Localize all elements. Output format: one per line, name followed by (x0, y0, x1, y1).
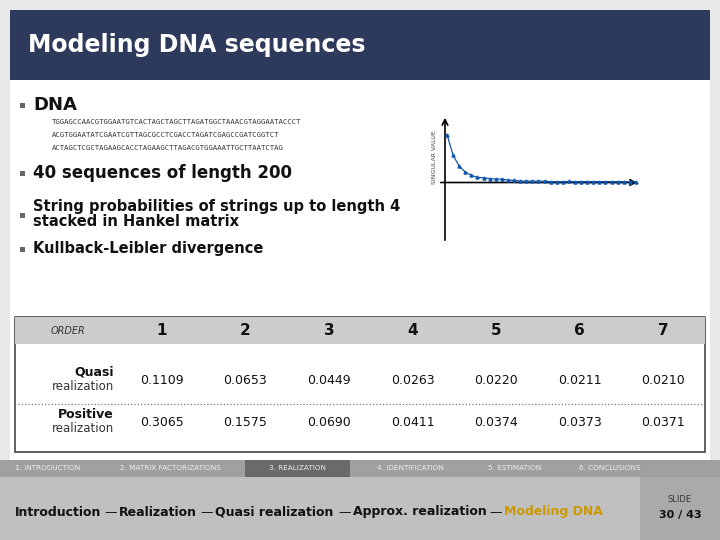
Text: 2: 2 (240, 323, 251, 338)
Text: ORDER: ORDER (50, 326, 85, 335)
Text: Quasi: Quasi (74, 366, 114, 379)
Bar (10, 10, 710, 80)
Text: 5: 5 (491, 323, 501, 338)
Text: 30 / 43: 30 / 43 (659, 510, 701, 520)
Text: 0.0211: 0.0211 (558, 374, 601, 387)
Text: 0.0371: 0.0371 (642, 415, 685, 429)
Text: 6: 6 (575, 323, 585, 338)
Text: 4. IDENTIFICATION: 4. IDENTIFICATION (377, 465, 444, 471)
Text: —: — (482, 505, 510, 518)
Bar (0, 477, 640, 540)
Text: 0.0374: 0.0374 (474, 415, 518, 429)
Text: realization: realization (52, 422, 114, 435)
Text: 1. INTRODUCTION: 1. INTRODUCTION (15, 465, 80, 471)
Text: 0.0690: 0.0690 (307, 415, 351, 429)
Text: 0.3065: 0.3065 (140, 415, 184, 429)
Text: 3. REALIZATION: 3. REALIZATION (269, 465, 326, 471)
Text: 0.0220: 0.0220 (474, 374, 518, 387)
Text: 0.0373: 0.0373 (558, 415, 601, 429)
Text: 0.1575: 0.1575 (223, 415, 267, 429)
Text: 0.0449: 0.0449 (307, 374, 351, 387)
Text: 2. MATRIX FACTORIZATIONS: 2. MATRIX FACTORIZATIONS (120, 465, 220, 471)
Text: 0.0210: 0.0210 (642, 374, 685, 387)
Text: —: — (96, 505, 125, 518)
Text: 0.0653: 0.0653 (223, 374, 267, 387)
Text: 0.0411: 0.0411 (391, 415, 434, 429)
Text: 5. ESTIMATION: 5. ESTIMATION (488, 465, 541, 471)
Text: Modeling DNA sequences: Modeling DNA sequences (28, 33, 366, 57)
Bar (560, 460, 660, 477)
Text: 40 sequences of length 200: 40 sequences of length 200 (33, 164, 292, 182)
Bar (20, 171, 25, 176)
Bar (15, 317, 705, 452)
Bar (0, 460, 95, 477)
Text: Quasi realization: Quasi realization (215, 505, 334, 518)
Bar (95, 460, 245, 477)
Text: ACTAGCTCGCTAGAAGCACCTAGAAGCTTAGACGTGGAAATTGCTTAATCTAG: ACTAGCTCGCTAGAAGCACCTAGAAGCTTAGACGTGGAAA… (52, 145, 284, 151)
Text: String probabilities of strings up to length 4: String probabilities of strings up to le… (33, 199, 400, 214)
Text: Modeling DNA: Modeling DNA (504, 505, 603, 518)
Text: 7: 7 (658, 323, 669, 338)
Text: SLIDE: SLIDE (668, 496, 692, 504)
Bar (20, 213, 25, 218)
Text: realization: realization (52, 381, 114, 394)
Bar (20, 246, 25, 252)
Text: DNA: DNA (33, 96, 77, 114)
Text: Positive: Positive (58, 408, 114, 421)
Text: Realization: Realization (119, 505, 197, 518)
Bar (20, 103, 25, 107)
Bar (0, 460, 720, 477)
Text: 6. CONCLUSIONS: 6. CONCLUSIONS (579, 465, 641, 471)
Text: 0.0263: 0.0263 (391, 374, 434, 387)
Text: 4: 4 (408, 323, 418, 338)
Text: TGGAGCCAACGTGGAATGTCACTAGCTAGCTTAGATGGCTAAACGTAGGAATACCCT: TGGAGCCAACGTGGAATGTCACTAGCTAGCTTAGATGGCT… (52, 119, 302, 125)
Bar (10, 80, 710, 460)
Text: ACGTGGAATATCGAATCGTTAGCGCCTCGACCTAGATCGAGCCGATCGGTCT: ACGTGGAATATCGAATCGTTAGCGCCTCGACCTAGATCGA… (52, 132, 279, 138)
Text: Kullback-Leibler divergence: Kullback-Leibler divergence (33, 241, 264, 256)
Bar (640, 477, 720, 540)
Text: SINGULAR VALUE: SINGULAR VALUE (431, 131, 436, 184)
Text: —: — (331, 505, 359, 518)
Text: 1: 1 (156, 323, 167, 338)
Text: Introduction: Introduction (15, 505, 102, 518)
Text: Approx. realization: Approx. realization (353, 505, 487, 518)
Bar (350, 460, 470, 477)
Text: —: — (194, 505, 222, 518)
Text: 0.1109: 0.1109 (140, 374, 184, 387)
Text: 3: 3 (323, 323, 334, 338)
Bar (245, 460, 350, 477)
Bar (15, 317, 705, 344)
Bar (470, 460, 560, 477)
Text: stacked in Hankel matrix: stacked in Hankel matrix (33, 214, 239, 230)
